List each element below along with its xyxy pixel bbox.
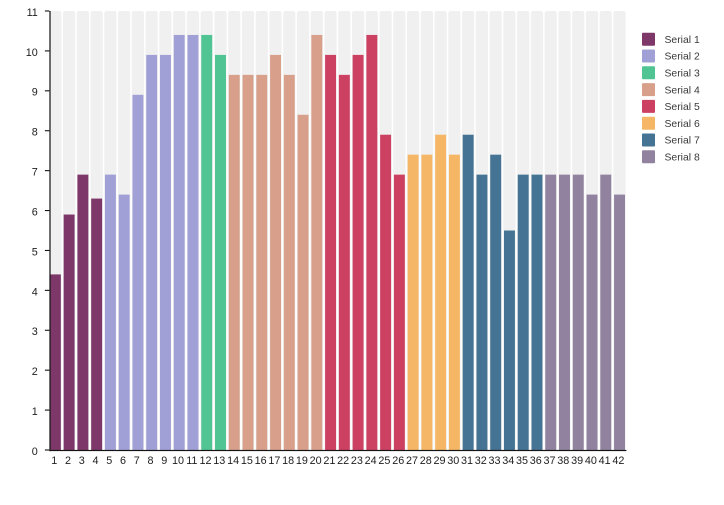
svg-text:5: 5 — [106, 455, 112, 467]
svg-text:36: 36 — [530, 455, 542, 467]
svg-text:8: 8 — [148, 455, 154, 467]
svg-text:33: 33 — [489, 455, 501, 467]
svg-text:24: 24 — [365, 455, 377, 467]
svg-text:42: 42 — [612, 455, 624, 467]
svg-text:Serial 6: Serial 6 — [665, 119, 700, 130]
svg-text:10: 10 — [172, 455, 184, 467]
svg-text:11: 11 — [186, 455, 197, 467]
svg-text:21: 21 — [323, 455, 335, 467]
svg-text:Serial 8: Serial 8 — [665, 153, 700, 164]
svg-text:28: 28 — [420, 455, 432, 467]
svg-text:16: 16 — [255, 455, 267, 467]
svg-text:13: 13 — [213, 455, 225, 467]
svg-text:0: 0 — [32, 446, 38, 458]
svg-text:10: 10 — [26, 47, 38, 59]
svg-text:40: 40 — [585, 455, 597, 467]
svg-text:20: 20 — [310, 455, 322, 467]
svg-text:3: 3 — [79, 455, 85, 467]
svg-text:17: 17 — [268, 455, 280, 467]
svg-text:9: 9 — [161, 455, 167, 467]
svg-text:5: 5 — [32, 246, 38, 258]
svg-text:35: 35 — [516, 455, 528, 467]
svg-text:1: 1 — [32, 406, 38, 418]
svg-text:6: 6 — [32, 206, 38, 218]
svg-text:38: 38 — [557, 455, 569, 467]
svg-text:32: 32 — [475, 455, 487, 467]
svg-text:1: 1 — [51, 455, 57, 467]
svg-text:22: 22 — [337, 455, 349, 467]
svg-text:18: 18 — [282, 455, 294, 467]
svg-text:31: 31 — [461, 455, 473, 467]
svg-text:11: 11 — [27, 7, 38, 19]
svg-text:27: 27 — [406, 455, 418, 467]
svg-text:8: 8 — [32, 127, 38, 139]
svg-text:26: 26 — [392, 455, 404, 467]
svg-text:Serial 2: Serial 2 — [665, 52, 700, 63]
svg-text:41: 41 — [599, 455, 611, 467]
svg-text:15: 15 — [241, 455, 253, 467]
svg-text:4: 4 — [92, 455, 98, 467]
svg-text:37: 37 — [544, 455, 556, 467]
svg-text:Serial 4: Serial 4 — [665, 85, 700, 96]
svg-text:25: 25 — [378, 455, 390, 467]
svg-text:3: 3 — [32, 326, 38, 338]
svg-text:7: 7 — [32, 167, 38, 179]
svg-text:30: 30 — [447, 455, 459, 467]
svg-text:23: 23 — [351, 455, 363, 467]
svg-text:39: 39 — [571, 455, 583, 467]
svg-text:Serial 7: Serial 7 — [665, 136, 700, 147]
svg-text:Serial 5: Serial 5 — [665, 102, 700, 113]
svg-text:6: 6 — [120, 455, 126, 467]
svg-text:14: 14 — [227, 455, 239, 467]
svg-text:9: 9 — [32, 87, 38, 99]
svg-text:12: 12 — [200, 455, 212, 467]
svg-text:7: 7 — [134, 455, 140, 467]
svg-text:29: 29 — [433, 455, 445, 467]
svg-text:19: 19 — [296, 455, 308, 467]
svg-text:34: 34 — [502, 455, 514, 467]
svg-text:2: 2 — [65, 455, 71, 467]
svg-text:Serial 1: Serial 1 — [665, 35, 700, 46]
svg-text:Serial 3: Serial 3 — [665, 69, 700, 80]
svg-text:4: 4 — [32, 286, 38, 298]
svg-text:2: 2 — [32, 366, 38, 378]
